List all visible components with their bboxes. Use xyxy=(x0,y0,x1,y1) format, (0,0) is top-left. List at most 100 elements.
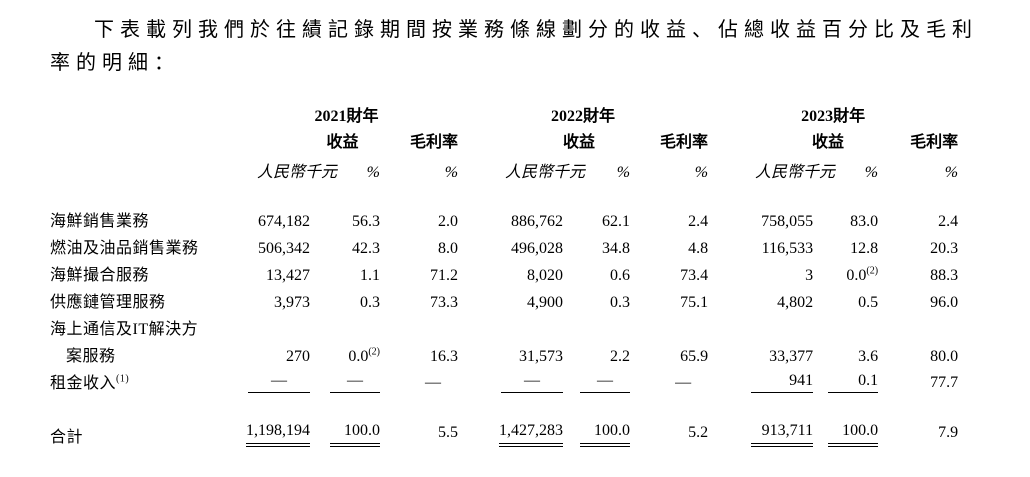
table-row: 租金收入(1) — — — — — — 941 0.1 77.7 xyxy=(50,368,958,395)
cell-value: 1,198,194 xyxy=(246,422,310,447)
cell: 33,377 xyxy=(769,348,814,365)
cell: 0.5 xyxy=(858,294,879,311)
row-label-text: 租金收入 xyxy=(50,375,117,392)
cell-value: — xyxy=(330,372,380,393)
cell: 77.7 xyxy=(930,374,959,391)
cell: 116,533 xyxy=(761,240,814,257)
percent-subheader: % xyxy=(616,164,631,181)
cell: 56.3 xyxy=(352,213,380,230)
empty-cell xyxy=(50,102,235,128)
currency-label: 人民幣千元 xyxy=(755,164,836,181)
cell-value: 0.1 xyxy=(828,372,879,393)
cell-value: 100.0 xyxy=(580,422,631,447)
total-cell: 100.0 xyxy=(813,415,879,449)
row-label: 海上通信及IT解決方 xyxy=(50,321,199,338)
intro-line-2: 率的明細： xyxy=(50,52,180,74)
cell: 83.0 xyxy=(850,213,879,230)
cell: 75.1 xyxy=(680,294,709,311)
cell-value: — xyxy=(425,374,442,391)
subheader-row: 人民幣千元 % % 人民幣千元 % % 人民幣千元 % % xyxy=(50,154,958,184)
row-label: 案服務 xyxy=(66,348,116,365)
total-cell: 913,711 xyxy=(708,415,814,449)
cell: 80.0 xyxy=(930,348,959,365)
cell: 4.8 xyxy=(688,240,709,257)
row-label: 租金收入(1) xyxy=(50,368,235,395)
empty-cell xyxy=(50,154,235,184)
footnote-ref-2: (2) xyxy=(866,265,879,277)
cell-value: — xyxy=(248,372,310,393)
cell: 886,762 xyxy=(511,213,564,230)
cell-value: — xyxy=(675,374,692,391)
cell-value: 941 xyxy=(751,372,814,393)
year-header-2022: 2022財年 xyxy=(551,108,616,125)
gross-margin-header: 毛利率 xyxy=(410,134,459,151)
cell: 0.0(2) xyxy=(813,260,878,287)
cell: 2.2 xyxy=(610,348,631,365)
cell-value: — xyxy=(501,372,564,393)
total-cell: 5.5 xyxy=(438,424,459,441)
cell: 3,973 xyxy=(274,294,310,311)
row-label: 供應鏈管理服務 xyxy=(50,294,166,311)
total-cell: 5.2 xyxy=(688,424,709,441)
cell: 96.0 xyxy=(930,294,959,311)
cell-value: 0.0 xyxy=(846,267,867,284)
year-header-row: 2021財年 2022財年 2023財年 xyxy=(50,102,958,128)
cell xyxy=(235,314,958,341)
cell: 3.6 xyxy=(858,348,879,365)
percent-subheader: % xyxy=(444,164,459,181)
cell: — xyxy=(380,368,458,395)
table-row: 海上通信及IT解決方 xyxy=(50,314,958,341)
cell: 2.4 xyxy=(938,213,959,230)
cell: 12.8 xyxy=(850,240,879,257)
empty-cell xyxy=(50,128,235,154)
cell: 270 xyxy=(286,348,310,365)
year-header-2021: 2021財年 xyxy=(314,108,379,125)
spacer-row xyxy=(50,395,958,415)
cell-value: 0.0 xyxy=(348,348,369,365)
cell: 20.3 xyxy=(930,240,959,257)
cell: 674,182 xyxy=(258,213,310,230)
cell: 3 xyxy=(805,267,814,284)
row-label: 海鮮撮合服務 xyxy=(50,267,150,284)
cell: — xyxy=(310,368,380,395)
total-row: 合計 1,198,194 100.0 5.5 1,427,283 100.0 5… xyxy=(50,415,958,449)
cell: 496,028 xyxy=(511,240,564,257)
cell: — xyxy=(563,368,631,395)
revenue-header: 收益 xyxy=(812,134,845,151)
cell: 4,802 xyxy=(777,294,814,311)
cell: 34.8 xyxy=(602,240,631,257)
revenue-header: 收益 xyxy=(326,134,359,151)
cell: 62.1 xyxy=(602,213,631,230)
cell: 8,020 xyxy=(527,267,564,284)
cell: — xyxy=(630,368,708,395)
cell: 71.2 xyxy=(430,267,459,284)
total-cell: 7.9 xyxy=(938,424,959,441)
total-label: 合計 xyxy=(50,429,84,446)
cell: 8.0 xyxy=(438,240,459,257)
table-row: 燃油及油品銷售業務 506,342 42.3 8.0 496,028 34.8 … xyxy=(50,233,958,260)
currency-label: 人民幣千元 xyxy=(505,164,586,181)
percent-subheader: % xyxy=(864,164,879,181)
cell: 31,573 xyxy=(519,348,564,365)
percent-subheader: % xyxy=(944,164,959,181)
document-page: 下表載列我們於往績記錄期間按業務條線劃分的收益、佔總收益百分比及毛利 率的明細：… xyxy=(50,19,972,449)
row-label: 燃油及油品銷售業務 xyxy=(50,240,199,257)
revenue-by-business-line-table: 2021財年 2022財年 2023財年 收益 毛利率 收益 毛利率 收益 毛利… xyxy=(50,102,958,449)
cell: 1.1 xyxy=(360,267,380,284)
cell-value: — xyxy=(580,372,631,393)
cell-value: 1,427,283 xyxy=(499,422,564,447)
cell: 73.3 xyxy=(430,294,459,311)
percent-subheader: % xyxy=(366,164,380,181)
cell-value: 913,711 xyxy=(751,422,814,447)
cell: 506,342 xyxy=(258,240,310,257)
cell: — xyxy=(235,368,310,395)
cell: 13,427 xyxy=(266,267,310,284)
cell: 0.6 xyxy=(610,267,631,284)
cell: 0.1 xyxy=(813,368,879,395)
cell: 0.3 xyxy=(360,294,380,311)
cell-value: 100.0 xyxy=(330,422,380,447)
table-row: 海鮮撮合服務 13,427 1.1 71.2 8,020 0.6 73.4 3 … xyxy=(50,260,958,287)
year-header-2023: 2023財年 xyxy=(801,108,866,125)
cell: 4,900 xyxy=(527,294,564,311)
cell: 16.3 xyxy=(430,348,459,365)
